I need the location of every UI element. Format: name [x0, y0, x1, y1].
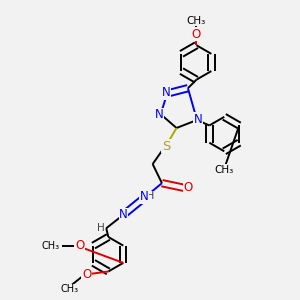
- Text: N: N: [194, 113, 203, 126]
- Text: O: O: [82, 268, 91, 281]
- Text: H: H: [97, 223, 104, 233]
- Text: CH₃: CH₃: [61, 284, 79, 294]
- Text: CH₃: CH₃: [214, 165, 234, 175]
- Text: N: N: [119, 208, 128, 221]
- Text: N: N: [155, 109, 164, 122]
- Text: N: N: [161, 86, 170, 99]
- Text: S: S: [162, 140, 170, 152]
- Text: H: H: [146, 191, 154, 201]
- Text: N: N: [140, 190, 148, 203]
- Text: O: O: [75, 239, 84, 252]
- Text: O: O: [184, 182, 193, 194]
- Text: CH₃: CH₃: [41, 241, 59, 251]
- Text: O: O: [192, 28, 201, 40]
- Text: CH₃: CH₃: [187, 16, 206, 26]
